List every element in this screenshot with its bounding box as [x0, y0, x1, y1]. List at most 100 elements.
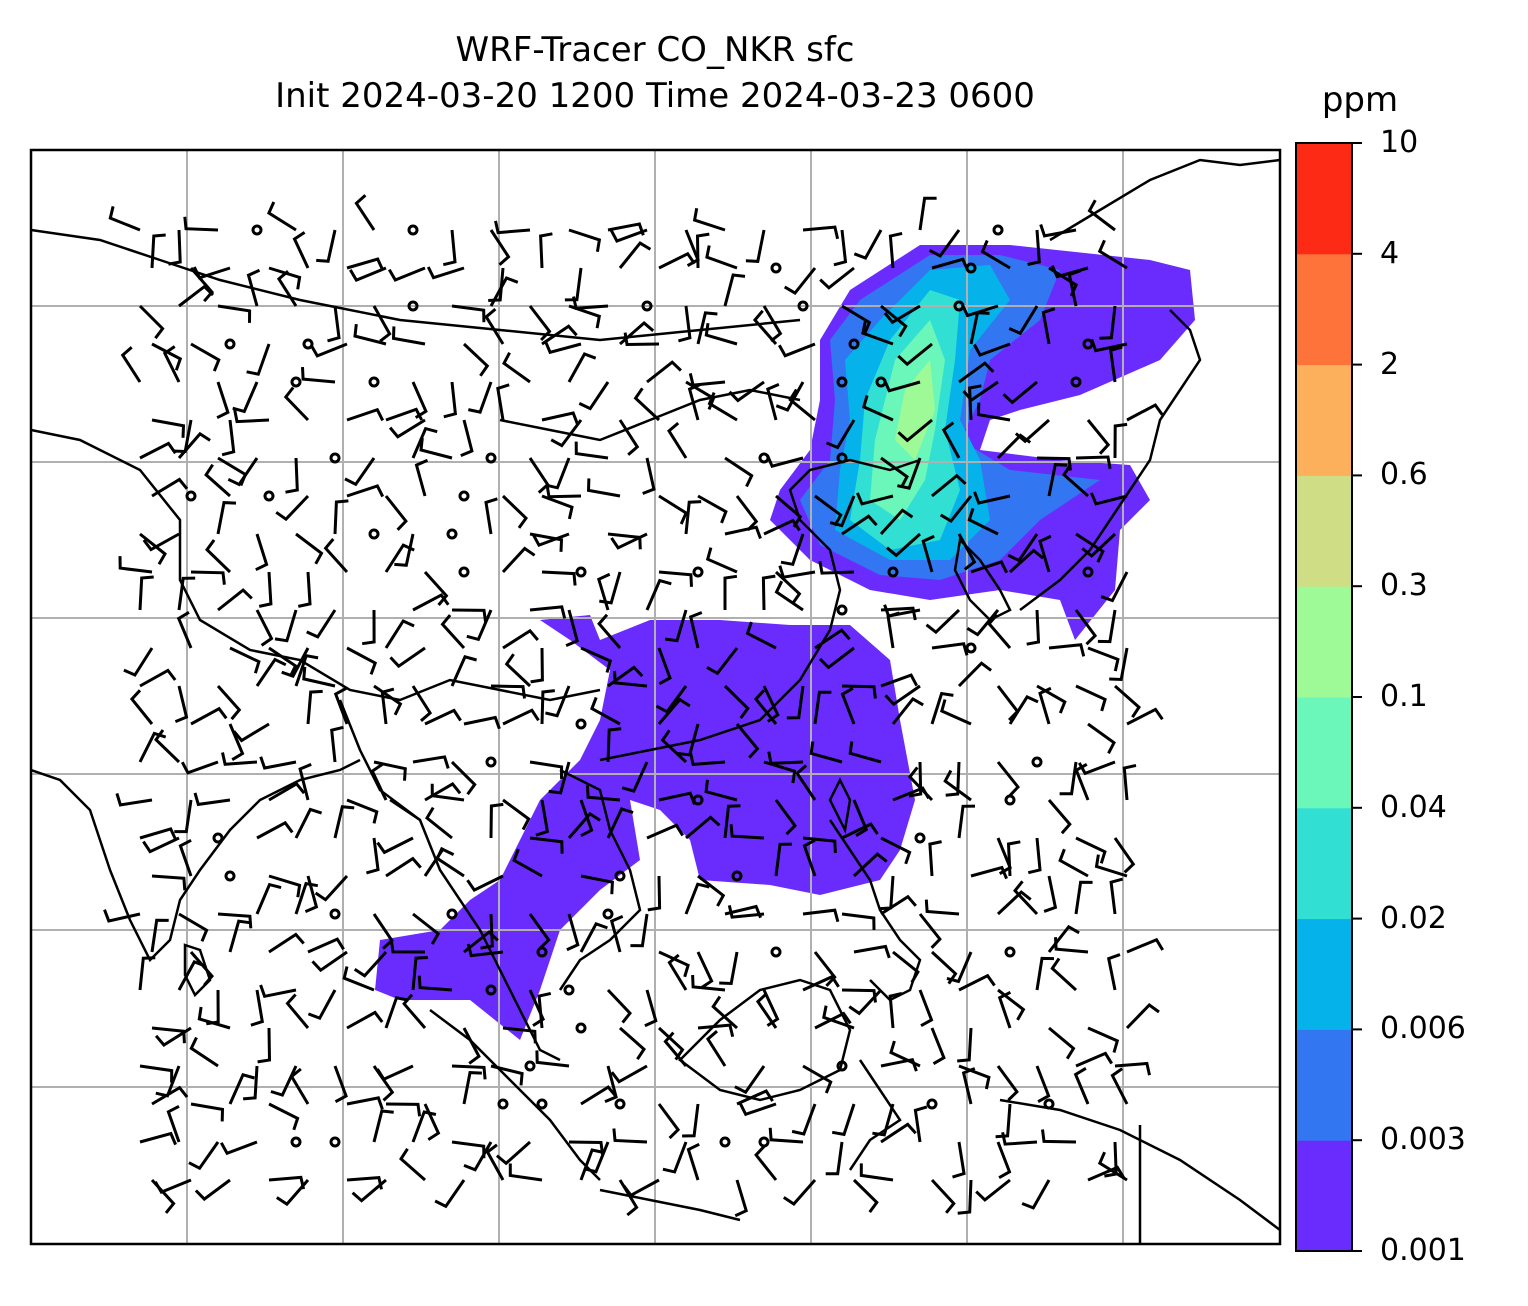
wind-barb	[502, 708, 540, 726]
wind-barb	[619, 321, 655, 346]
wind-barb	[120, 346, 142, 383]
wind-barb	[502, 1026, 537, 1044]
calm-wind-marker	[719, 1136, 731, 1148]
wind-barb	[696, 951, 714, 989]
wind-barb	[841, 912, 876, 931]
wind-barb	[952, 1141, 966, 1179]
wind-barb	[967, 507, 999, 536]
wind-barb	[925, 608, 961, 635]
colorbar-segment	[1296, 918, 1352, 1030]
wind-barb	[841, 304, 872, 335]
wind-barb	[412, 755, 450, 769]
wind-barb	[1125, 1003, 1160, 1030]
wind-barb	[333, 686, 349, 725]
calm-wind-marker	[563, 984, 575, 996]
wind-barb	[780, 533, 805, 567]
wind-barb	[1106, 953, 1121, 991]
wind-barb	[565, 609, 579, 647]
calm-wind-marker	[836, 1060, 848, 1072]
wind-barb	[766, 383, 780, 421]
wind-barb	[351, 1178, 387, 1203]
wind-barb	[281, 647, 310, 679]
wind-barb	[294, 807, 323, 839]
wind-barb	[778, 565, 816, 579]
wind-barb	[384, 996, 409, 1029]
wind-barb	[228, 723, 245, 761]
wind-barb	[1001, 1131, 1038, 1146]
wind-barb	[255, 882, 282, 915]
wind-barb	[268, 266, 302, 290]
wind-barb	[859, 1163, 894, 1182]
wind-barb	[1074, 880, 1093, 915]
wind-barb	[688, 611, 703, 649]
calm-wind-marker	[1043, 1098, 1055, 1110]
wind-barb	[814, 494, 843, 527]
wind-barb	[484, 307, 505, 345]
wind-barb	[606, 807, 634, 839]
wind-barb	[541, 411, 579, 425]
wind-barb	[490, 684, 526, 699]
wind-barb	[1075, 684, 1107, 712]
coastlines-borders	[31, 158, 1280, 1244]
wind-barb	[574, 441, 609, 460]
wind-barb	[376, 836, 414, 855]
wind-barb	[802, 908, 840, 923]
wind-barb	[802, 225, 840, 240]
wind-barb	[180, 760, 219, 775]
wind-barb	[766, 454, 804, 468]
wind-barb	[1062, 463, 1089, 498]
wind-barb	[578, 381, 610, 411]
map-area	[31, 150, 1280, 1244]
wind-barb	[996, 890, 1032, 916]
colorbar-segment	[1296, 697, 1352, 809]
wind-barb	[566, 913, 580, 952]
wind-barb	[957, 1027, 973, 1063]
wind-barb	[813, 951, 837, 987]
wind-barb	[841, 684, 877, 699]
wind-barb	[1075, 836, 1107, 864]
wind-barb	[786, 685, 805, 720]
colorbar-segment	[1296, 1140, 1352, 1252]
wind-barb	[1008, 694, 1039, 725]
wind-barb	[872, 1103, 895, 1137]
wind-barb	[151, 1085, 189, 1106]
wind-barb	[399, 1147, 426, 1182]
wind-barb	[489, 276, 519, 307]
wind-barb	[795, 764, 817, 801]
wind-barb	[688, 373, 726, 387]
wind-barb	[886, 532, 922, 558]
wind-barb	[423, 570, 449, 606]
wind-barb	[697, 1023, 735, 1038]
wind-barb	[884, 684, 921, 707]
wind-barb	[697, 494, 728, 524]
colorbar-tick-label: 0.003	[1380, 1122, 1466, 1158]
wind-barb	[782, 1179, 817, 1206]
wind-barb	[1126, 707, 1164, 726]
wind-barb	[353, 323, 387, 346]
wind-barb	[151, 418, 186, 438]
inland-border-1	[31, 228, 801, 342]
wind-barb	[841, 514, 878, 536]
wind-barb	[943, 769, 972, 802]
wind-barb	[684, 882, 710, 915]
wind-barb	[692, 207, 726, 232]
wind-barb	[610, 532, 648, 550]
wind-barb	[878, 875, 895, 911]
wind-barb	[774, 842, 793, 877]
wind-barb	[1050, 957, 1078, 992]
wind-barb	[233, 409, 270, 424]
wind-barb	[451, 1064, 487, 1080]
calm-wind-marker	[458, 566, 470, 578]
wind-barb	[190, 342, 221, 372]
wind-barb	[734, 1065, 766, 1095]
wind-barb	[918, 196, 937, 231]
wind-barb	[970, 560, 1009, 574]
wind-barb	[580, 646, 613, 673]
wind-barb	[1109, 647, 1129, 682]
wind-barb	[372, 1065, 395, 1102]
wind-barb	[310, 342, 348, 358]
wind-barb	[166, 1104, 181, 1143]
wind-barb	[723, 273, 746, 307]
wind-barb	[434, 1179, 466, 1209]
wind-barb	[430, 783, 465, 802]
